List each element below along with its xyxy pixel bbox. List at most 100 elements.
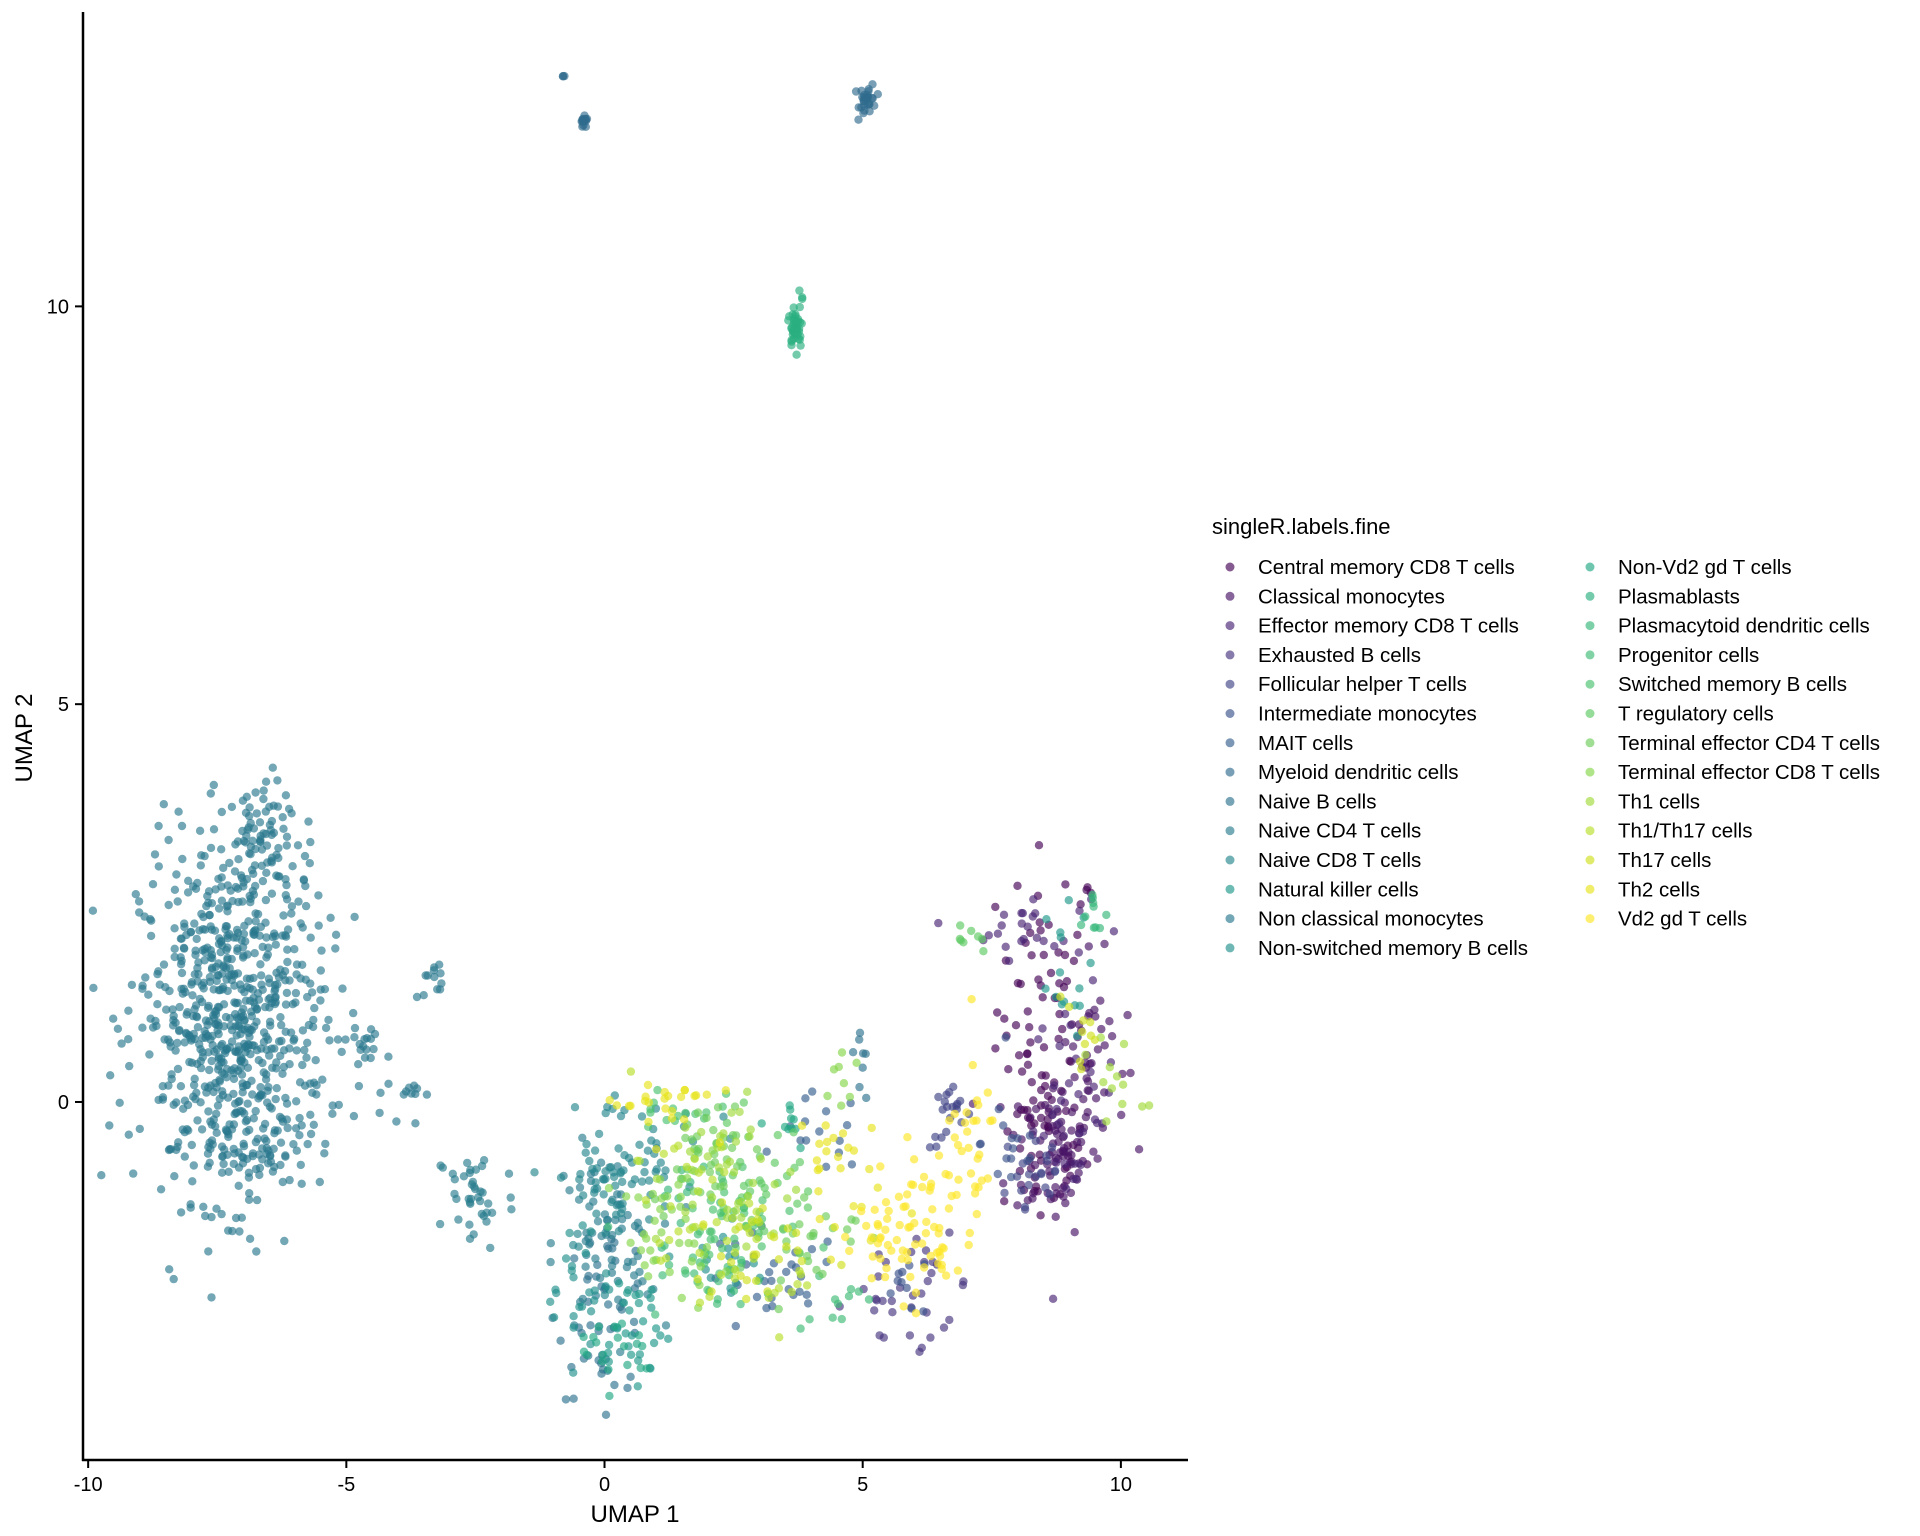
data-point (931, 1132, 940, 1142)
data-point (276, 965, 285, 974)
data-point (717, 1270, 726, 1280)
data-point (626, 1350, 636, 1360)
data-point (892, 1235, 901, 1245)
data-point (273, 802, 283, 811)
data-point (148, 880, 158, 889)
data-point (561, 1254, 571, 1263)
data-point (575, 1175, 584, 1184)
data-point (921, 1229, 931, 1238)
data-point (207, 899, 217, 908)
data-point (201, 1211, 210, 1221)
data-point (304, 817, 313, 826)
data-point (199, 1202, 208, 1212)
data-point (479, 1156, 489, 1165)
data-point (170, 924, 179, 933)
data-point (1014, 1051, 1024, 1060)
data-point (1026, 1038, 1035, 1047)
legend-item: Naive CD8 T cells (1225, 849, 1421, 872)
data-point (675, 1238, 684, 1248)
data-point (640, 1096, 650, 1106)
data-point (276, 1051, 285, 1061)
legend-label: Naive CD4 T cells (1258, 820, 1421, 843)
data-point (1034, 841, 1044, 850)
data-point (276, 1160, 285, 1170)
data-point (886, 1289, 895, 1298)
data-point (338, 984, 347, 993)
data-point (812, 1265, 821, 1275)
legend-label: Exhausted B cells (1258, 644, 1421, 667)
data-point (972, 1209, 981, 1219)
data-point (796, 1136, 805, 1145)
data-point (613, 1190, 622, 1199)
data-point (287, 902, 297, 911)
data-point (904, 1223, 913, 1232)
data-point (1002, 1154, 1011, 1163)
data-point (1041, 1183, 1050, 1192)
data-point (1117, 1110, 1126, 1120)
data-point (271, 984, 280, 994)
data-point (604, 1183, 614, 1193)
legend-key (1585, 767, 1595, 777)
data-point (217, 896, 227, 905)
data-point (592, 1184, 602, 1193)
data-point (264, 1159, 273, 1168)
data-point (465, 1234, 475, 1244)
data-point (991, 1044, 1000, 1053)
data-point (789, 1128, 798, 1137)
data-point (644, 1272, 653, 1281)
data-point (942, 1102, 952, 1112)
data-point (454, 1215, 463, 1224)
data-point (619, 1342, 629, 1351)
data-point (422, 1090, 432, 1099)
data-point (722, 1160, 731, 1169)
data-point (1100, 1041, 1109, 1050)
data-point (928, 1205, 937, 1214)
data-point (1000, 1188, 1009, 1198)
data-point (756, 1154, 765, 1164)
x-tick-label: 10 (1110, 1474, 1132, 1496)
legend-key (1585, 826, 1595, 836)
data-point (172, 1098, 181, 1107)
data-point (260, 1119, 270, 1129)
data-point (595, 1273, 605, 1283)
data-point (862, 1093, 871, 1103)
data-point (709, 1125, 718, 1135)
data-point (262, 1070, 271, 1079)
data-point (695, 1298, 705, 1307)
data-point (256, 960, 265, 969)
data-point (172, 870, 181, 879)
data-point (506, 1193, 515, 1202)
data-point (708, 1175, 717, 1184)
data-point (1045, 1190, 1054, 1199)
data-point (1042, 915, 1051, 924)
data-point (181, 1028, 191, 1038)
data-point (737, 1256, 746, 1265)
legend-label: Plasmablasts (1618, 585, 1740, 608)
legend-label: Plasmacytoid dendritic cells (1618, 615, 1870, 638)
data-point (676, 1192, 685, 1202)
data-point (203, 891, 212, 901)
data-point (699, 1220, 708, 1229)
data-point (660, 1219, 670, 1228)
data-point (837, 1260, 846, 1270)
data-point (274, 843, 283, 853)
data-point (124, 1035, 133, 1044)
data-point (153, 1000, 162, 1009)
legend-key (1585, 914, 1595, 924)
data-point (213, 971, 222, 980)
legend-item: Plasmablasts (1585, 585, 1740, 608)
data-point (797, 1121, 807, 1130)
data-point (1030, 1160, 1040, 1170)
y-tick-label: 10 (47, 296, 69, 318)
data-point (878, 1296, 887, 1306)
legend-key (1225, 914, 1235, 924)
data-point (89, 983, 98, 993)
data-point (876, 1162, 885, 1171)
data-point (607, 1261, 617, 1271)
series-vd2-gd-t-cells (841, 995, 997, 1318)
data-point (780, 1122, 790, 1132)
data-point (291, 988, 301, 998)
data-point (581, 1262, 590, 1271)
data-point (907, 1209, 916, 1218)
